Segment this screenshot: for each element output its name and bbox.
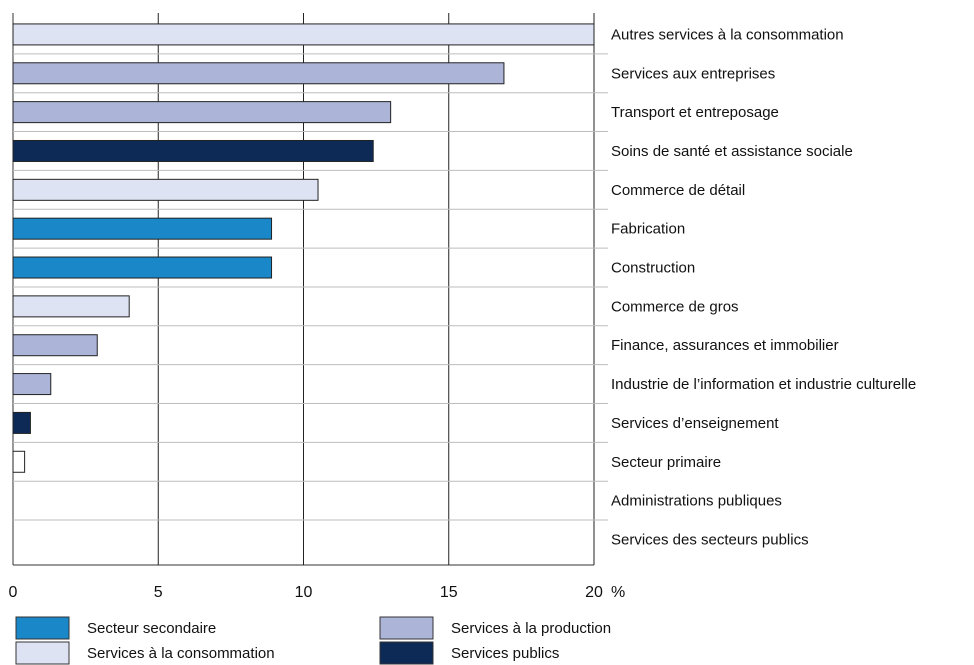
category-label: Soins de santé et assistance sociale <box>611 143 853 160</box>
category-label: Services aux entreprises <box>611 65 775 82</box>
bar-5 <box>12 178 319 201</box>
bar-4 <box>12 139 374 162</box>
category-label: Commerce de détail <box>611 182 745 199</box>
category-label: Construction <box>611 260 695 277</box>
category-label: Administrations publiques <box>611 493 782 510</box>
legend-swatch <box>15 641 70 665</box>
legend-label: Services à la consommation <box>87 645 275 662</box>
x-unit-label: % <box>611 584 625 601</box>
x-tick-label: 0 <box>9 584 18 601</box>
category-label: Commerce de gros <box>611 298 739 315</box>
category-label: Finance, assurances et immobilier <box>611 337 839 354</box>
bar-9 <box>12 334 98 357</box>
category-label: Transport et entreposage <box>611 104 779 121</box>
bar-8 <box>12 295 130 318</box>
bar-3 <box>12 101 392 124</box>
legend-swatch <box>379 616 434 640</box>
legend-label: Services publics <box>451 645 559 662</box>
legend-swatch <box>379 641 434 665</box>
legend-label: Secteur secondaire <box>87 620 216 637</box>
bar-7 <box>12 256 273 279</box>
category-label: Autres services à la consommation <box>611 26 844 43</box>
legend-label: Services à la production <box>451 620 611 637</box>
x-tick-label: 20 <box>585 584 603 601</box>
x-tick-label: 5 <box>154 584 163 601</box>
category-label: Services des secteurs publics <box>611 531 809 548</box>
category-label: Industrie de l’information et industrie … <box>611 376 916 393</box>
bar-12 <box>12 450 26 473</box>
x-tick-label: 10 <box>295 584 313 601</box>
category-label: Secteur primaire <box>611 454 721 471</box>
category-label: Services d’enseignement <box>611 415 779 432</box>
bar-11 <box>12 411 31 434</box>
bar-1 <box>12 23 595 46</box>
legend-swatch <box>15 616 70 640</box>
bar-2 <box>12 62 505 85</box>
bar-10 <box>12 373 52 396</box>
bar-6 <box>12 217 273 240</box>
x-tick-label: 15 <box>440 584 458 601</box>
category-label: Fabrication <box>611 221 685 238</box>
